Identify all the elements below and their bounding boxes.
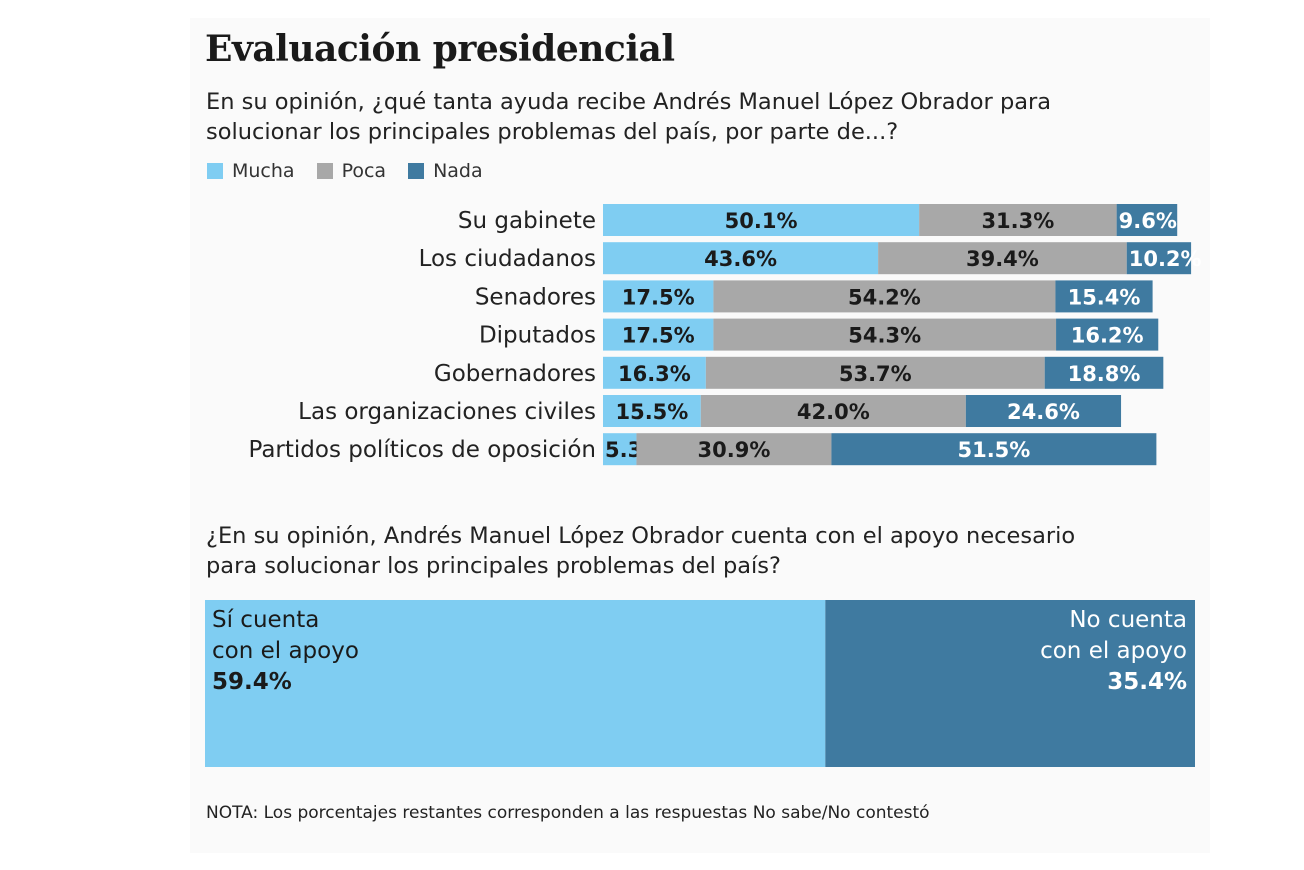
- support-yes-line2: con el apoyo: [212, 638, 359, 664]
- data-label-poca: 42.0%: [797, 400, 870, 424]
- bar-segment-nada: [965, 395, 1122, 427]
- bar-segment-nada: [1055, 280, 1153, 313]
- bar-segment-mucha: [603, 395, 701, 427]
- data-label-nada: 9.6%: [1119, 209, 1177, 233]
- stacked-bar-chart: Su gabinete 50.1% 31.3% 9.6% Los ciudadanos 4…: [248, 204, 1202, 466]
- data-label-poca: 54.3%: [848, 324, 921, 348]
- data-label-nada: 15.4%: [1068, 285, 1141, 309]
- legend-item-poca: Poca: [316, 160, 387, 182]
- bar-segment-nada: [1056, 318, 1159, 351]
- bar-segment-poca: [700, 395, 966, 427]
- bar-segment-poca: [713, 280, 1056, 313]
- bar-segment-mucha: [603, 242, 879, 275]
- bar-segment-nada: [831, 433, 1157, 466]
- bar-segment-poca: [713, 318, 1057, 351]
- bar-segment-mucha: [603, 433, 637, 466]
- chart-title: Evaluación presidencial: [205, 28, 675, 70]
- data-label-nada: 16.2%: [1071, 324, 1144, 348]
- category-label: Los ciudadanos: [419, 246, 596, 272]
- bar-segment-poca: [705, 356, 1045, 389]
- bar-segment-nada: [1044, 356, 1164, 389]
- support-no-bar: [825, 600, 1195, 767]
- question-two-line1: ¿En su opinión, Andrés Manuel López Obra…: [206, 523, 1076, 549]
- data-label-nada: 10.2%: [1129, 247, 1202, 271]
- legend-swatch-mucha: [207, 163, 223, 179]
- support-no-label: No cuenta con el apoyo 35.4%: [1040, 605, 1187, 698]
- legend: Mucha Poca Nada: [207, 159, 505, 183]
- support-yes-percent: 59.4%: [212, 669, 292, 695]
- bar-segment-nada: [1126, 242, 1192, 275]
- question-two-line2: para solucionar los principales problema…: [206, 553, 781, 579]
- legend-item-mucha: Mucha: [207, 160, 295, 182]
- data-label-mucha: 43.6%: [704, 247, 777, 271]
- bar-segment-nada: [1116, 204, 1178, 236]
- legend-item-nada: Nada: [408, 160, 483, 182]
- category-label: Senadores: [475, 284, 596, 310]
- question-one-line2: solucionar los principales problemas del…: [206, 119, 899, 145]
- support-yes-line1: Sí cuenta: [212, 607, 320, 633]
- data-label-poca: 54.2%: [848, 285, 921, 309]
- data-label-poca: 39.4%: [966, 247, 1039, 271]
- bar-segment-mucha: [603, 318, 714, 351]
- bar-segment-poca: [636, 433, 832, 466]
- legend-label-poca: Poca: [341, 160, 387, 182]
- question-one: En su opinión, ¿qué tanta ayuda recibe A…: [206, 87, 1051, 147]
- support-no-line2: con el apoyo: [1040, 638, 1187, 664]
- data-label-poca: 31.3%: [981, 209, 1054, 233]
- bar-segment-poca: [919, 204, 1117, 236]
- data-label-mucha: 17.5%: [622, 324, 695, 348]
- question-one-line1: En su opinión, ¿qué tanta ayuda recibe A…: [206, 89, 1052, 115]
- support-yes-bar: [205, 600, 826, 767]
- data-label-nada: 24.6%: [1007, 400, 1080, 424]
- support-no-line1: No cuenta: [1069, 607, 1187, 633]
- legend-swatch-nada: [408, 163, 425, 179]
- category-label: Gobernadores: [434, 361, 596, 387]
- bar-segment-poca: [878, 242, 1127, 275]
- support-yes-label: Sí cuenta con el apoyo 59.4%: [212, 605, 359, 698]
- data-label-poca: 53.7%: [839, 362, 912, 386]
- data-label-nada: 18.8%: [1068, 362, 1141, 386]
- data-label-mucha: 50.1%: [725, 209, 798, 233]
- data-label-nada: 51.5%: [957, 438, 1030, 462]
- bar-segment-mucha: [603, 356, 706, 389]
- category-label: Partidos políticos de oposición: [249, 437, 597, 463]
- category-label: Las organizaciones civiles: [298, 399, 596, 425]
- bar-segment-mucha: [603, 204, 920, 236]
- data-label-mucha: 17.5%: [622, 285, 695, 309]
- data-label-mucha: 16.3%: [618, 362, 691, 386]
- category-label: Diputados: [479, 323, 596, 349]
- legend-label-mucha: Mucha: [232, 160, 295, 182]
- data-label-poca: 30.9%: [698, 438, 771, 462]
- bar-segment-mucha: [603, 280, 714, 313]
- category-label: Su gabinete: [458, 208, 596, 234]
- data-label-mucha: 15.5%: [615, 400, 688, 424]
- footnote: NOTA: Los porcentajes restantes correspo…: [206, 803, 930, 823]
- legend-label-nada: Nada: [433, 160, 483, 182]
- question-two: ¿En su opinión, Andrés Manuel López Obra…: [206, 521, 1075, 581]
- support-no-percent: 35.4%: [1107, 669, 1187, 695]
- legend-swatch-poca: [316, 163, 333, 179]
